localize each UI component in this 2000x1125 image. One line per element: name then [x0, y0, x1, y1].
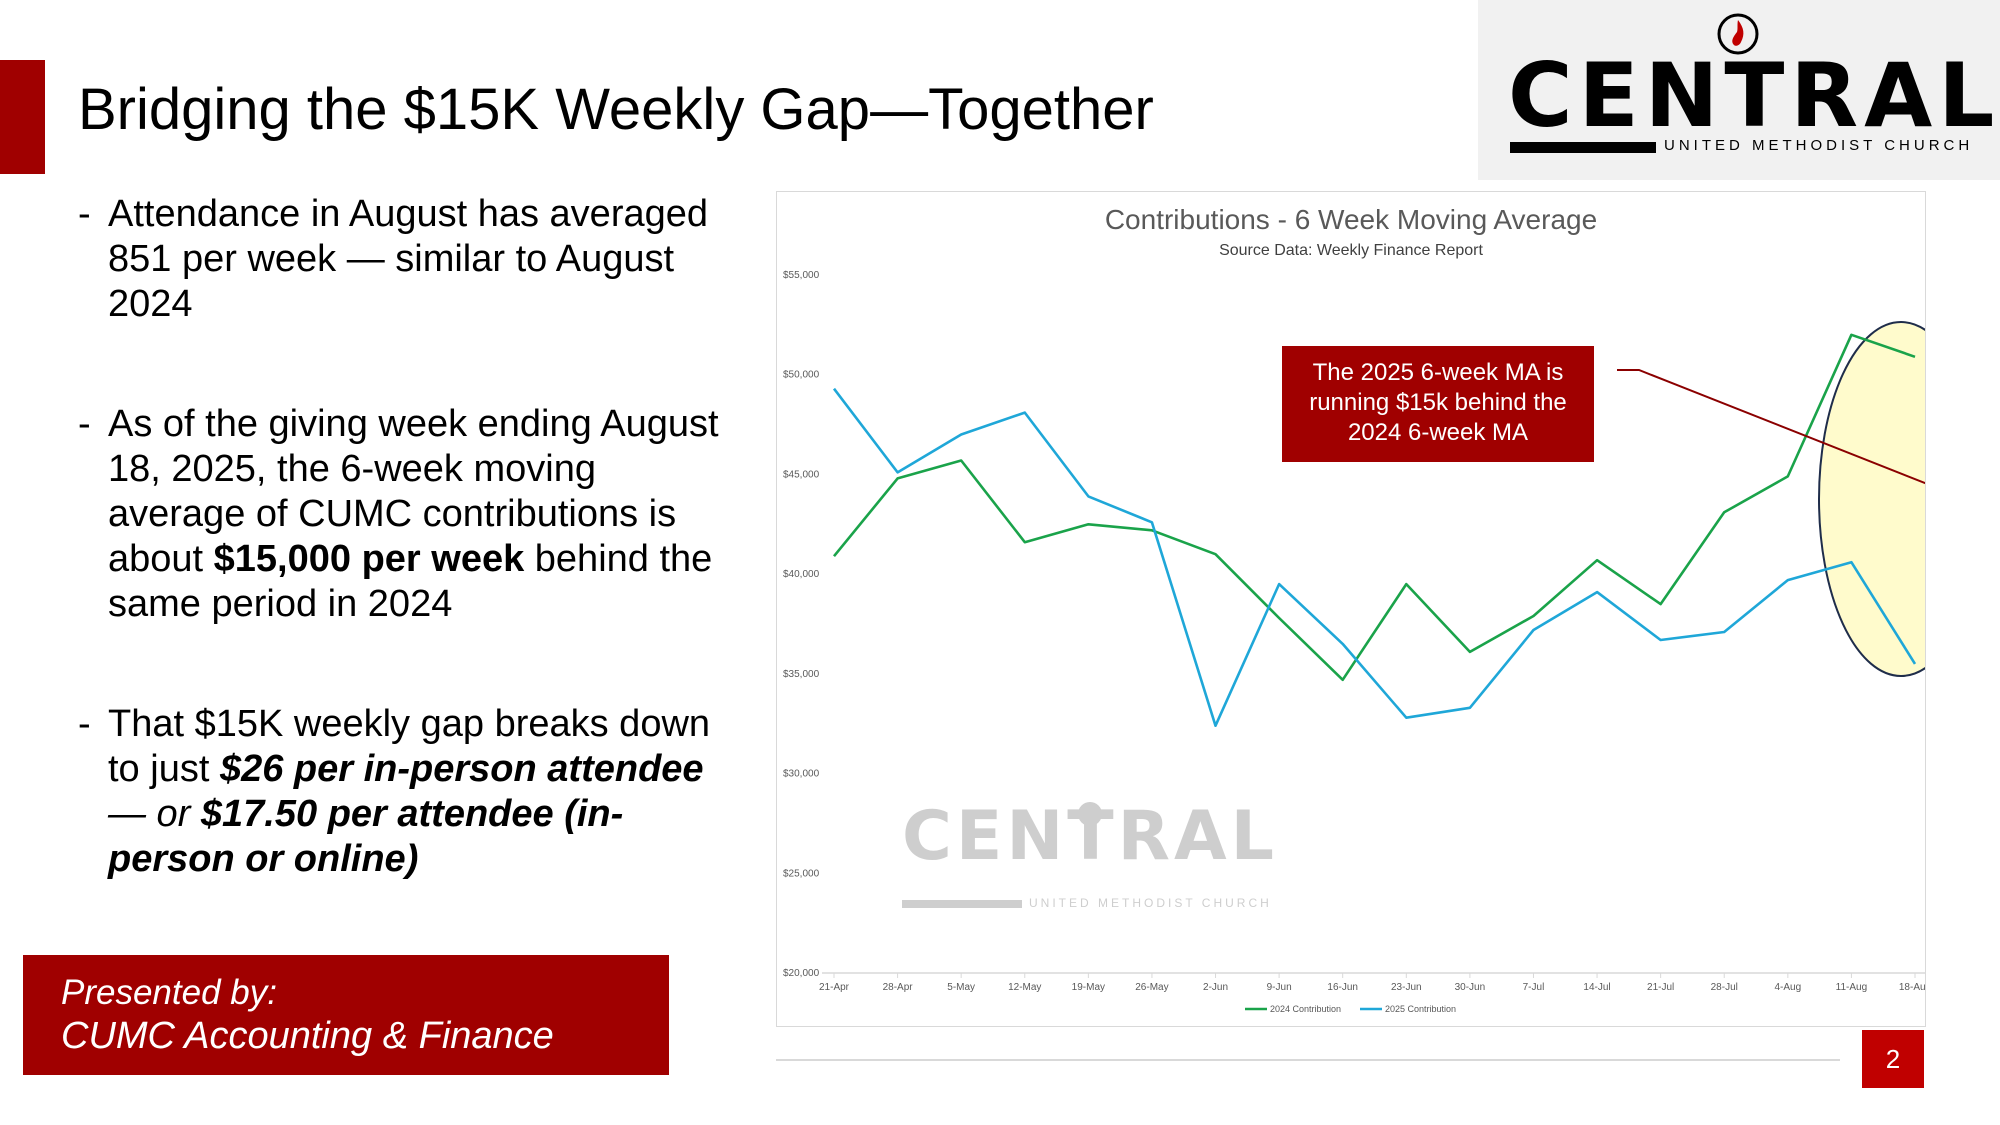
annotation-text: The 2025 6-week MA is running $15k behin… — [1309, 359, 1567, 446]
x-tick-label: 14-Jul — [1583, 982, 1610, 993]
page-number: 2 — [1862, 1030, 1924, 1088]
x-tick-label: 28-Apr — [883, 982, 914, 993]
presenter-banner: Presented by: CUMC Accounting & Finance — [23, 955, 669, 1075]
annotation-pointer — [1617, 369, 1925, 485]
x-tick-label: 23-Jun — [1391, 982, 1422, 993]
series-layer — [832, 333, 1917, 728]
y-axis: $20,000 $25,000 $30,000 $35,000 $40,000 $45,0… — [783, 270, 820, 979]
presenter-name: CUMC Accounting & Finance — [61, 1015, 554, 1057]
y-tick-label: $55,000 — [783, 270, 820, 281]
annotation-box — [1282, 346, 1594, 462]
bullet-gap-or: — or — [108, 793, 201, 835]
bullet-ma-text: As of the giving week ending August 18, … — [108, 403, 719, 580]
legend-label: 2025 Contribution — [1385, 1004, 1456, 1014]
x-tick-label: 4-Aug — [1774, 982, 1801, 993]
x-tick-label: 28-Jul — [1711, 982, 1738, 993]
x-tick-label: 30-Jun — [1455, 982, 1486, 993]
bullet-moving-average: - As of the giving week ending August 18,… — [78, 403, 719, 625]
series-line — [832, 387, 1917, 728]
chart-legend: 2024 Contribution 2025 Contribution — [1245, 1004, 1456, 1014]
x-tick-label: 9-Jun — [1267, 982, 1292, 993]
x-tick-label: 12-May — [1008, 982, 1041, 993]
highlight-ellipse — [1818, 321, 1925, 677]
x-tick-label: 18-Aug — [1899, 982, 1925, 993]
x-tick-label: 11-Aug — [1836, 982, 1868, 993]
watermark-subtitle: UNITED METHODIST CHURCH — [1029, 896, 1272, 910]
bullet-gap-breakdown: - That $15K weekly gap breaks down to jus… — [78, 703, 711, 880]
watermark-bar — [902, 900, 1022, 908]
bullet-gap-text: That $15K weekly gap breaks down to just — [108, 703, 711, 790]
y-tick-label: $40,000 — [783, 569, 820, 580]
title-accent-bar — [0, 60, 45, 174]
x-tick-label: 7-Jul — [1523, 982, 1545, 993]
y-tick-label: $35,000 — [783, 669, 820, 680]
bullet-ma-text-end: behind the same period in 2024 — [108, 538, 713, 625]
x-tick-label: 21-Apr — [819, 982, 850, 993]
contributions-chart: Contributions - 6 Week Moving Average So… — [776, 191, 1926, 1027]
y-tick-label: $25,000 — [783, 868, 820, 879]
flame-icon — [1717, 13, 1759, 55]
footer-divider — [776, 1059, 1840, 1061]
x-tick-label: 2-Jun — [1203, 982, 1228, 993]
y-tick-label: $20,000 — [783, 968, 820, 979]
x-tick-label: 19-May — [1072, 982, 1105, 993]
chart-subtitle: Source Data: Weekly Finance Report — [1219, 242, 1483, 259]
slide-title: Bridging the $15K Weekly Gap—Together — [78, 77, 1154, 142]
chart-title: Contributions - 6 Week Moving Average — [1105, 204, 1597, 235]
legend-label: 2024 Contribution — [1270, 1004, 1341, 1014]
annotation-text-wrap: The 2025 6-week MA is running $15k behin… — [1309, 359, 1567, 446]
y-tick-label: $50,000 — [783, 370, 820, 381]
chart-watermark: CENTRAL UNITED METHODIST CHURCH — [902, 797, 1274, 910]
bullet-attendance: - Attendance in August has averaged 851 p… — [78, 193, 709, 325]
y-tick-label: $30,000 — [783, 769, 820, 780]
x-tick-label: 21-Jul — [1647, 982, 1674, 993]
bullet-gap-per-attendee: $17.50 per attendee (in-person or online… — [108, 793, 624, 880]
x-tick-label: 16-Jun — [1327, 982, 1358, 993]
logo-wordmark: CENTRAL — [1508, 44, 2000, 147]
presented-by-label: Presented by: — [61, 973, 277, 1012]
watermark-flame-icon — [1078, 802, 1102, 826]
logo-subtitle: UNITED METHODIST CHURCH — [1664, 137, 1974, 154]
bullet-ma-amount: $15,000 per week — [213, 538, 525, 580]
chart-canvas: Contributions - 6 Week Moving Average So… — [783, 204, 1925, 1014]
logo-underline — [1510, 142, 1656, 153]
x-tick-label: 5-May — [947, 982, 975, 993]
series-line — [832, 333, 1916, 682]
y-tick-label: $45,000 — [783, 469, 820, 480]
x-axis: 21-Apr 28-Apr 5-May 12-May 19-May 26-May 2-Jun… — [819, 972, 1925, 993]
x-tick-label: 26-May — [1135, 982, 1168, 993]
bullet-attendance-text: Attendance in August has averaged 851 pe… — [108, 193, 709, 325]
bullet-gap-per-inperson: $26 per in-person attendee — [219, 748, 704, 790]
